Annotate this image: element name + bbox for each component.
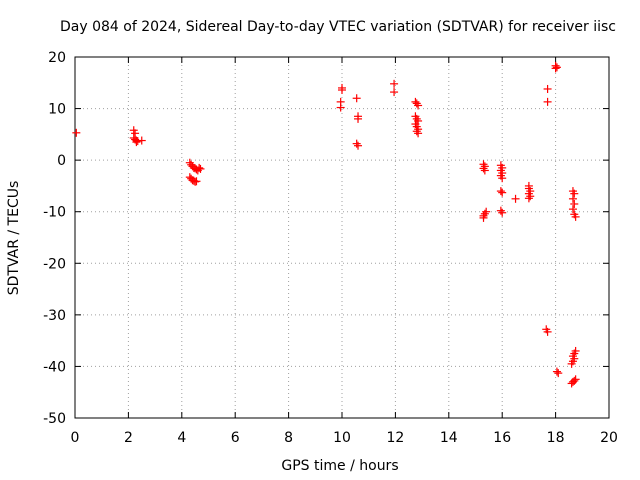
data-point [568, 194, 577, 203]
y-tick-label: -20 [43, 256, 66, 272]
data-point [196, 164, 205, 173]
data-point [414, 129, 423, 138]
data-point [354, 114, 363, 123]
data-point [554, 369, 563, 378]
data-point [498, 208, 507, 217]
x-tick-label: 20 [600, 430, 618, 446]
data-point [543, 97, 552, 106]
data-point [390, 79, 399, 88]
data-point [192, 177, 201, 186]
data-point [570, 189, 579, 198]
axis-ticks: 0 2 4 6 8 10 12 14 16 18 20 -50 -40 -30 -20 -10 0 10 20 [43, 50, 618, 446]
data-point [479, 213, 488, 222]
x-tick-label: 2 [124, 430, 133, 446]
data-point [570, 376, 579, 385]
x-tick-label: 12 [386, 430, 404, 446]
data-point [571, 212, 580, 221]
data-point [412, 114, 421, 123]
y-tick-label: -10 [43, 205, 66, 221]
y-tick-label: -40 [43, 359, 66, 375]
data-point [511, 194, 520, 203]
data-point [552, 367, 561, 376]
y-tick-label: 10 [48, 102, 66, 118]
data-points [72, 61, 580, 388]
x-axis-label: GPS time / hours [281, 458, 398, 474]
data-point [480, 209, 489, 218]
x-tick-label: 10 [333, 430, 351, 446]
x-tick-label: 0 [71, 430, 80, 446]
data-point [412, 127, 421, 136]
x-tick-label: 6 [231, 430, 240, 446]
data-point [412, 99, 421, 108]
plot-frame [74, 56, 610, 419]
data-point [336, 103, 345, 112]
data-point [524, 194, 533, 203]
data-point [352, 139, 361, 148]
data-point [498, 188, 507, 197]
x-tick-label: 18 [547, 430, 565, 446]
y-tick-label: -30 [43, 308, 66, 324]
data-point [570, 199, 579, 208]
x-tick-label: 4 [177, 430, 186, 446]
data-point [567, 359, 576, 368]
data-point [568, 205, 577, 214]
data-point [480, 166, 489, 175]
data-point [571, 375, 580, 384]
data-point [414, 101, 423, 110]
data-point [352, 94, 361, 103]
x-tick-label: 8 [284, 430, 293, 446]
data-point [137, 136, 146, 145]
y-tick-label: 0 [57, 153, 66, 169]
data-point [338, 86, 346, 95]
grid [75, 57, 609, 418]
data-point [354, 141, 363, 150]
data-point [543, 84, 552, 93]
data-point [72, 128, 81, 137]
chart-title: Day 084 of 2024, Sidereal Day-to-day VTE… [60, 19, 616, 35]
x-tick-label: 16 [493, 430, 511, 446]
data-point [195, 163, 204, 172]
data-point [496, 187, 505, 196]
data-point [390, 88, 399, 97]
data-point [482, 207, 491, 216]
data-point [552, 63, 561, 72]
data-point [132, 138, 141, 147]
data-point [498, 174, 507, 183]
y-axis-label: SDTVAR / TECUs [6, 181, 22, 296]
x-tick-label: 14 [440, 430, 458, 446]
y-tick-label: 20 [48, 50, 66, 66]
data-point [526, 192, 535, 201]
data-point [479, 164, 488, 173]
data-point [496, 206, 505, 215]
data-point [551, 64, 560, 73]
data-point [543, 327, 552, 336]
y-tick-label: -50 [43, 411, 66, 427]
